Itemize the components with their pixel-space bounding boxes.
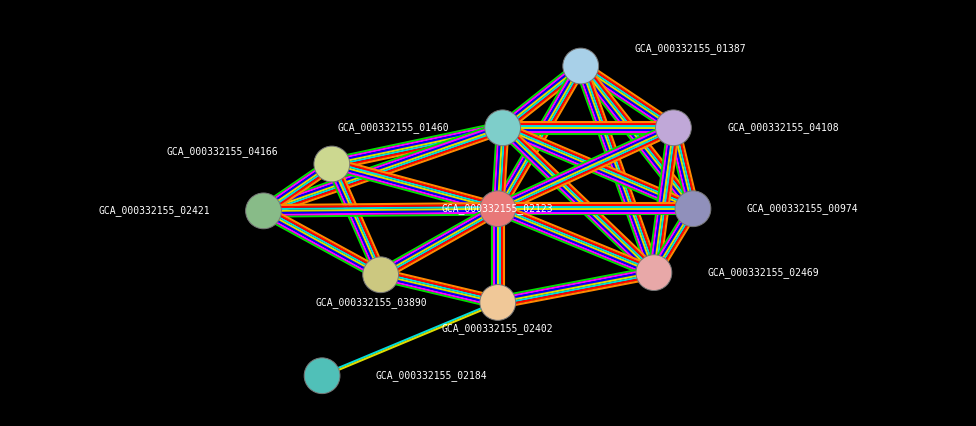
Ellipse shape [363,257,398,293]
Text: GCA_000332155_01460: GCA_000332155_01460 [338,122,449,133]
Text: GCA_000332155_02402: GCA_000332155_02402 [442,323,553,334]
Ellipse shape [480,285,515,320]
Text: GCA_000332155_03890: GCA_000332155_03890 [315,297,427,308]
Ellipse shape [563,48,598,84]
Text: GCA_000332155_02184: GCA_000332155_02184 [376,370,487,381]
Text: GCA_000332155_01387: GCA_000332155_01387 [634,43,746,55]
Ellipse shape [305,358,340,394]
Text: GCA_000332155_02123: GCA_000332155_02123 [442,203,553,214]
Ellipse shape [636,255,671,291]
Text: GCA_000332155_02421: GCA_000332155_02421 [99,205,210,216]
Ellipse shape [480,191,515,227]
Text: GCA_000332155_04108: GCA_000332155_04108 [727,122,838,133]
Text: GCA_000332155_00974: GCA_000332155_00974 [747,203,858,214]
Ellipse shape [314,146,349,182]
Text: GCA_000332155_04166: GCA_000332155_04166 [167,146,278,157]
Ellipse shape [246,193,281,229]
Ellipse shape [656,110,691,146]
Ellipse shape [485,110,520,146]
Text: GCA_000332155_02469: GCA_000332155_02469 [708,267,819,278]
Ellipse shape [675,191,711,227]
